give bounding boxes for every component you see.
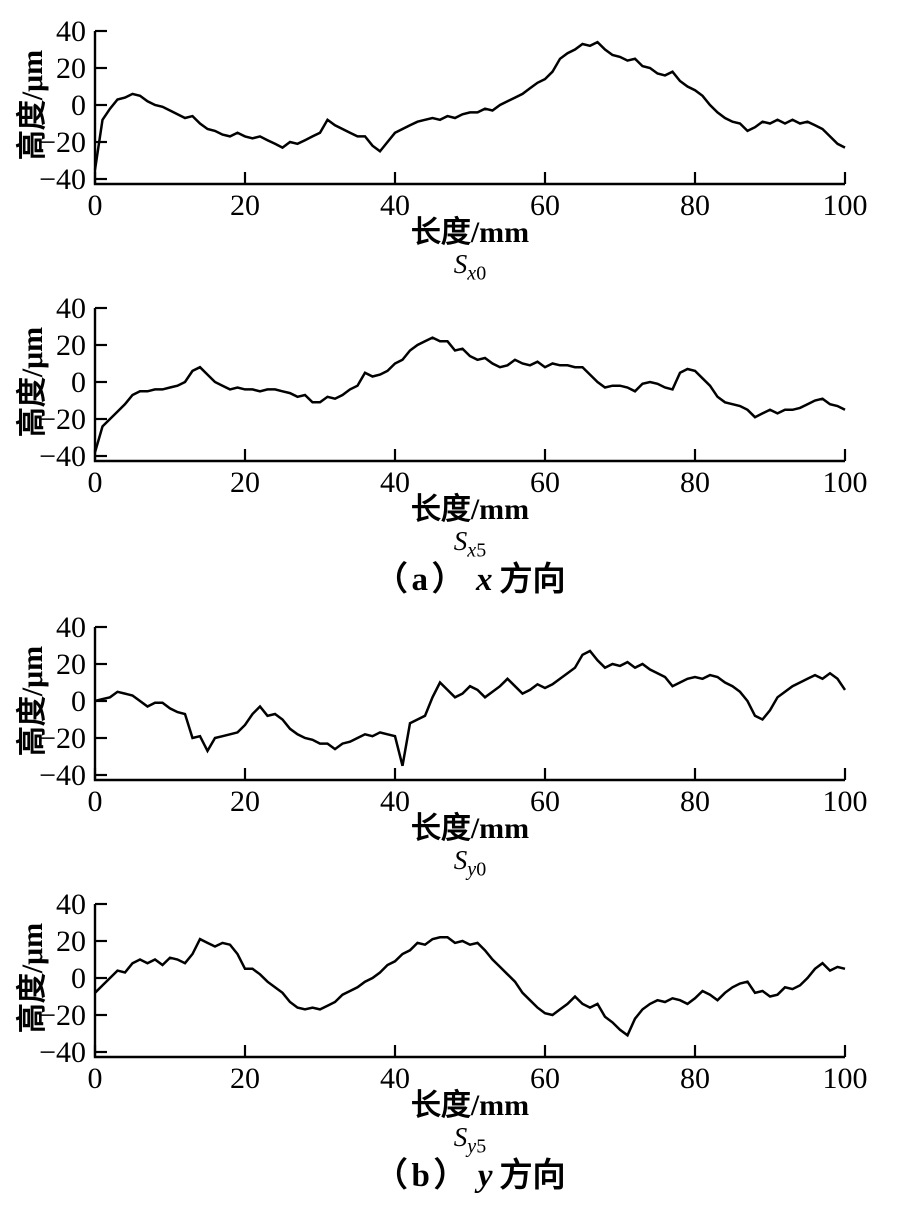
y-axis-title: 高度/μm [16, 646, 49, 756]
profile-curve [94, 649, 847, 767]
axis-spine [93, 308, 845, 463]
caption-index: （a） [374, 562, 469, 598]
y-tick-label: 20 [56, 52, 86, 85]
y-tick-label: 20 [56, 329, 86, 362]
series-sub-num: 5 [476, 1135, 487, 1158]
caption-text: 方向 [499, 1158, 566, 1194]
series-sub-num: 0 [476, 858, 487, 881]
x-tick-label: 0 [88, 1062, 103, 1091]
x-tick-label: 40 [380, 1062, 410, 1091]
series-sub-num: 0 [476, 262, 487, 285]
caption-a: （a） x 方向 [0, 560, 900, 602]
y-axis-title: 高度/μm [16, 50, 49, 160]
y-tick-label: −20 [39, 722, 86, 755]
y-tick-label: −20 [39, 999, 86, 1032]
panel-sx5: 40 20 0 −20 −40 0 20 40 60 80 100 高度/μm 长度/mm Sx5 （… [0, 283, 900, 602]
panel-sx0: 40 20 0 −20 −40 0 20 40 60 80 100 高度/μm 长度/mm Sx0 [0, 6, 900, 285]
panel-sy5: 40 20 0 −20 −40 0 20 40 60 80 100 高度/μm 长度/mm Sy5 （… [0, 879, 900, 1198]
y-tick-label: 40 [56, 15, 86, 48]
series-base: S [453, 526, 468, 556]
profile-curve [94, 936, 846, 1038]
series-sub-var: y [467, 1135, 477, 1158]
caption-variable: x [476, 562, 493, 598]
x-axis-title-row: 长度/mm [0, 218, 900, 251]
profile-curve [93, 40, 846, 170]
caption-variable: y [477, 1158, 493, 1194]
x-tick-label: 0 [88, 785, 103, 814]
y-tick-label: 20 [56, 925, 86, 958]
x-tick-label: 80 [680, 466, 710, 495]
x-tick-label: 0 [88, 466, 103, 495]
series-sub-var: y [467, 858, 477, 881]
x-axis-title-row: 长度/mm [0, 814, 900, 847]
y-tick-label: 40 [56, 611, 86, 644]
x-tick-label: 60 [530, 189, 560, 218]
series-sub-var: x [467, 539, 477, 562]
x-axis-title: 长度/mm [410, 216, 530, 249]
y-axis-title: 高度/μm [16, 923, 49, 1033]
x-axis-title: 长度/mm [410, 812, 530, 845]
caption-text: 方向 [499, 562, 566, 598]
y-tick-label: 40 [56, 888, 86, 921]
x-tick-label: 40 [380, 466, 410, 495]
caption-index: （b） [374, 1158, 471, 1194]
y-tick-label: 20 [56, 648, 86, 681]
series-sub-var: x [467, 262, 477, 285]
y-tick-label: −20 [39, 126, 86, 159]
x-axis-title-row: 长度/mm [0, 495, 900, 528]
axis-spine [93, 31, 845, 186]
series-label-sx5: Sx5 [0, 526, 900, 562]
series-sub-num: 5 [476, 539, 487, 562]
x-tick-label: 100 [823, 785, 868, 814]
y-tick-label: −20 [39, 403, 86, 436]
series-base: S [453, 845, 468, 875]
series-base: S [453, 1122, 468, 1152]
x-axis-title-row: 长度/mm [0, 1091, 900, 1124]
x-tick-label: 60 [530, 1062, 560, 1091]
x-tick-label: 80 [680, 1062, 710, 1091]
y-tick-label: −40 [39, 759, 86, 792]
y-tick-label: 0 [71, 962, 86, 995]
caption-b: （b） y 方向 [0, 1156, 900, 1198]
x-tick-label: 0 [88, 189, 103, 218]
y-tick-label: −40 [39, 1036, 86, 1069]
y-tick-label: 0 [71, 685, 86, 718]
series-label-sx0: Sx0 [0, 249, 900, 285]
series-base: S [453, 249, 468, 279]
x-axis-title: 长度/mm [410, 493, 530, 526]
x-tick-label: 20 [230, 189, 260, 218]
series-label-sy5: Sy5 [0, 1122, 900, 1158]
profile-curve [93, 336, 846, 453]
panel-sy0: 40 20 0 −20 −40 0 20 40 60 80 100 高度/μm 长度/mm Sy0 [0, 602, 900, 881]
x-tick-label: 40 [380, 189, 410, 218]
x-tick-label: 40 [380, 785, 410, 814]
x-tick-label: 100 [823, 1062, 868, 1091]
axis-spine [93, 904, 845, 1059]
x-tick-label: 20 [230, 1062, 260, 1091]
x-tick-label: 80 [680, 189, 710, 218]
x-tick-label: 100 [823, 466, 868, 495]
x-tick-label: 100 [823, 189, 868, 218]
axis-spine [93, 627, 845, 782]
x-tick-label: 20 [230, 785, 260, 814]
y-axis-title: 高度/μm [16, 327, 49, 437]
x-axis-title: 长度/mm [410, 1089, 530, 1122]
x-tick-label: 60 [530, 785, 560, 814]
series-label-sy0: Sy0 [0, 845, 900, 881]
x-tick-label: 80 [680, 785, 710, 814]
y-tick-label: 0 [71, 89, 86, 122]
x-tick-label: 20 [230, 466, 260, 495]
y-tick-label: 0 [71, 366, 86, 399]
y-tick-label: −40 [39, 440, 86, 473]
y-tick-label: 40 [56, 292, 86, 325]
x-tick-label: 60 [530, 466, 560, 495]
y-tick-label: −40 [39, 163, 86, 196]
